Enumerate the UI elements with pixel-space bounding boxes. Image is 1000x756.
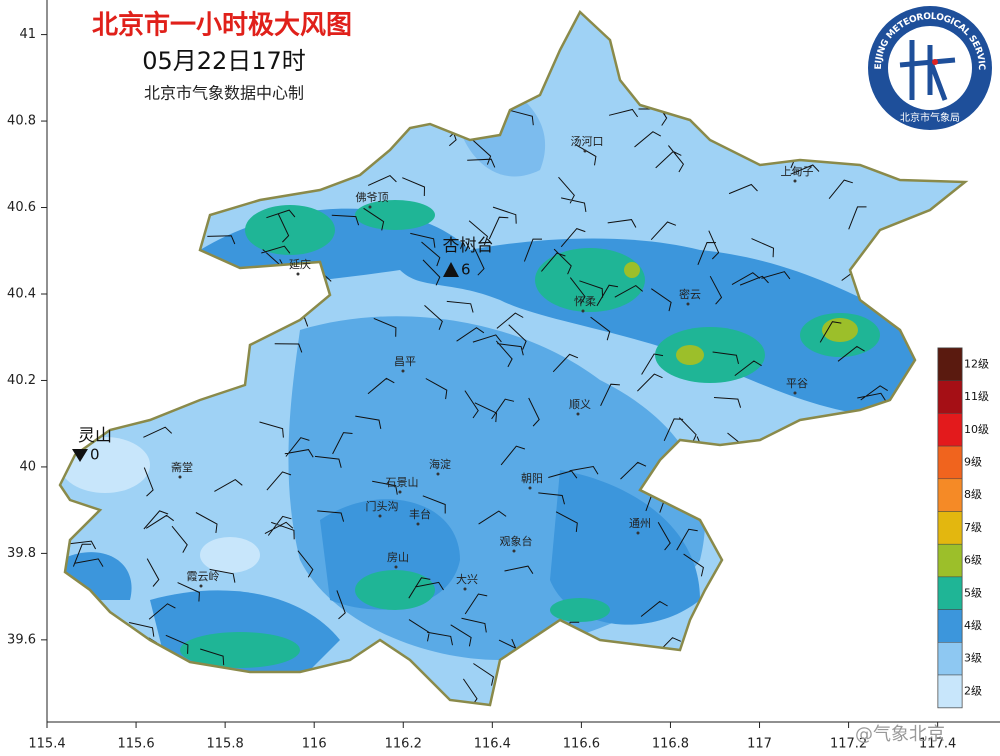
place-label: 门头沟 — [366, 499, 399, 513]
place-dot — [793, 391, 797, 395]
place-dot — [401, 369, 405, 373]
y-tick-label: 39.6 — [7, 632, 36, 647]
x-tick-label: 117.4 — [919, 737, 956, 752]
place-label: 通州 — [629, 517, 651, 530]
x-tick-label: 116.4 — [474, 737, 511, 752]
y-tick-label: 40.4 — [7, 286, 36, 301]
legend-swatch — [937, 642, 963, 676]
legend-label: 4级 — [964, 619, 982, 632]
legend-label: 2级 — [964, 684, 982, 697]
place-label: 昌平 — [394, 355, 416, 368]
title: 北京市一小时极大风图 — [92, 10, 352, 41]
place-dot — [636, 531, 640, 535]
place-label: 房山 — [387, 551, 409, 564]
place-label: 延庆 — [289, 257, 311, 271]
legend-swatch — [937, 609, 963, 643]
legend-swatch — [937, 674, 963, 708]
legend-label: 3级 — [964, 652, 982, 665]
legend-label: 9级 — [964, 455, 982, 468]
place-label: 斋堂 — [171, 460, 193, 474]
place-dot — [686, 302, 690, 306]
station-name: 灵山 — [78, 426, 112, 446]
place-dot — [463, 587, 467, 591]
place-label: 大兴 — [456, 572, 478, 586]
legend-label: 11级 — [964, 390, 989, 403]
legend-swatch — [937, 478, 963, 512]
place-label: 怀柔 — [574, 295, 596, 308]
place-label: 霞云岭 — [187, 569, 220, 583]
legend-label: 10级 — [964, 423, 989, 436]
y-tick-label: 41 — [19, 27, 36, 42]
y-tick-label: 40 — [19, 459, 36, 474]
station-marker — [443, 262, 459, 277]
place-dot — [436, 472, 440, 476]
place-dot — [512, 549, 516, 553]
place-label: 上甸子 — [781, 165, 814, 178]
legend-label: 6级 — [964, 554, 982, 567]
place-dot — [378, 514, 382, 518]
x-tick-label: 115.6 — [117, 737, 154, 752]
place-dot — [199, 584, 203, 588]
legend-swatch — [937, 347, 963, 381]
place-dot — [394, 565, 398, 569]
place-dot — [368, 205, 372, 209]
watermark: @气象北京 — [855, 724, 945, 745]
station-value: 6 — [461, 261, 471, 279]
legend-label: 5级 — [964, 586, 982, 599]
station-marker — [72, 449, 88, 462]
place-dot — [581, 309, 585, 313]
place-dot — [416, 522, 420, 526]
x-tick-label: 116.8 — [652, 737, 689, 752]
place-label: 石景山 — [386, 476, 419, 489]
x-tick-label: 116 — [302, 737, 327, 752]
place-label: 朝阳 — [521, 472, 543, 485]
legend-swatch — [937, 576, 963, 610]
legend-swatch — [937, 543, 963, 578]
station-value: 0 — [90, 446, 100, 464]
place-dot — [398, 490, 402, 494]
legend-swatch — [937, 380, 963, 414]
place-label: 丰台 — [409, 507, 431, 521]
station-name: 杏树台 — [443, 236, 494, 256]
x-tick-label: 117 — [747, 737, 772, 752]
legend-label: 8级 — [964, 488, 982, 501]
legend-swatch — [937, 511, 963, 545]
legend-label: 12级 — [964, 357, 989, 370]
credit: 北京市气象数据中心制 — [144, 84, 304, 103]
x-tick-label: 116.2 — [385, 737, 422, 752]
datetime: 05月22日17时 — [142, 47, 306, 75]
place-label: 密云 — [679, 287, 701, 301]
place-dot — [583, 149, 587, 153]
place-label: 顺义 — [569, 398, 591, 411]
legend-swatch — [937, 445, 963, 480]
place-label: 平谷 — [786, 377, 808, 390]
place-label: 观象台 — [500, 534, 533, 548]
y-tick-label: 40.6 — [7, 200, 36, 215]
logo-bottom-text: 北京市气象局 — [900, 111, 960, 124]
legend-swatch — [937, 413, 963, 447]
place-dot — [528, 486, 532, 490]
x-tick-label: 115.8 — [207, 737, 244, 752]
y-tick-label: 40.8 — [7, 114, 36, 129]
place-label: 海淀 — [429, 457, 451, 471]
place-dot — [296, 272, 300, 276]
y-tick-label: 40.2 — [7, 373, 36, 388]
place-dot — [576, 412, 580, 416]
place-dot — [178, 475, 182, 479]
y-tick-label: 39.8 — [7, 546, 36, 561]
place-label: 佛爷顶 — [356, 190, 389, 204]
x-tick-label: 116.6 — [563, 737, 600, 752]
place-label: 汤河口 — [571, 134, 604, 148]
place-dot — [793, 179, 797, 183]
city-boundary — [58, 9, 969, 707]
x-tick-label: 117.2 — [830, 737, 867, 752]
legend-label: 7级 — [964, 521, 982, 534]
x-tick-label: 115.4 — [28, 737, 65, 752]
